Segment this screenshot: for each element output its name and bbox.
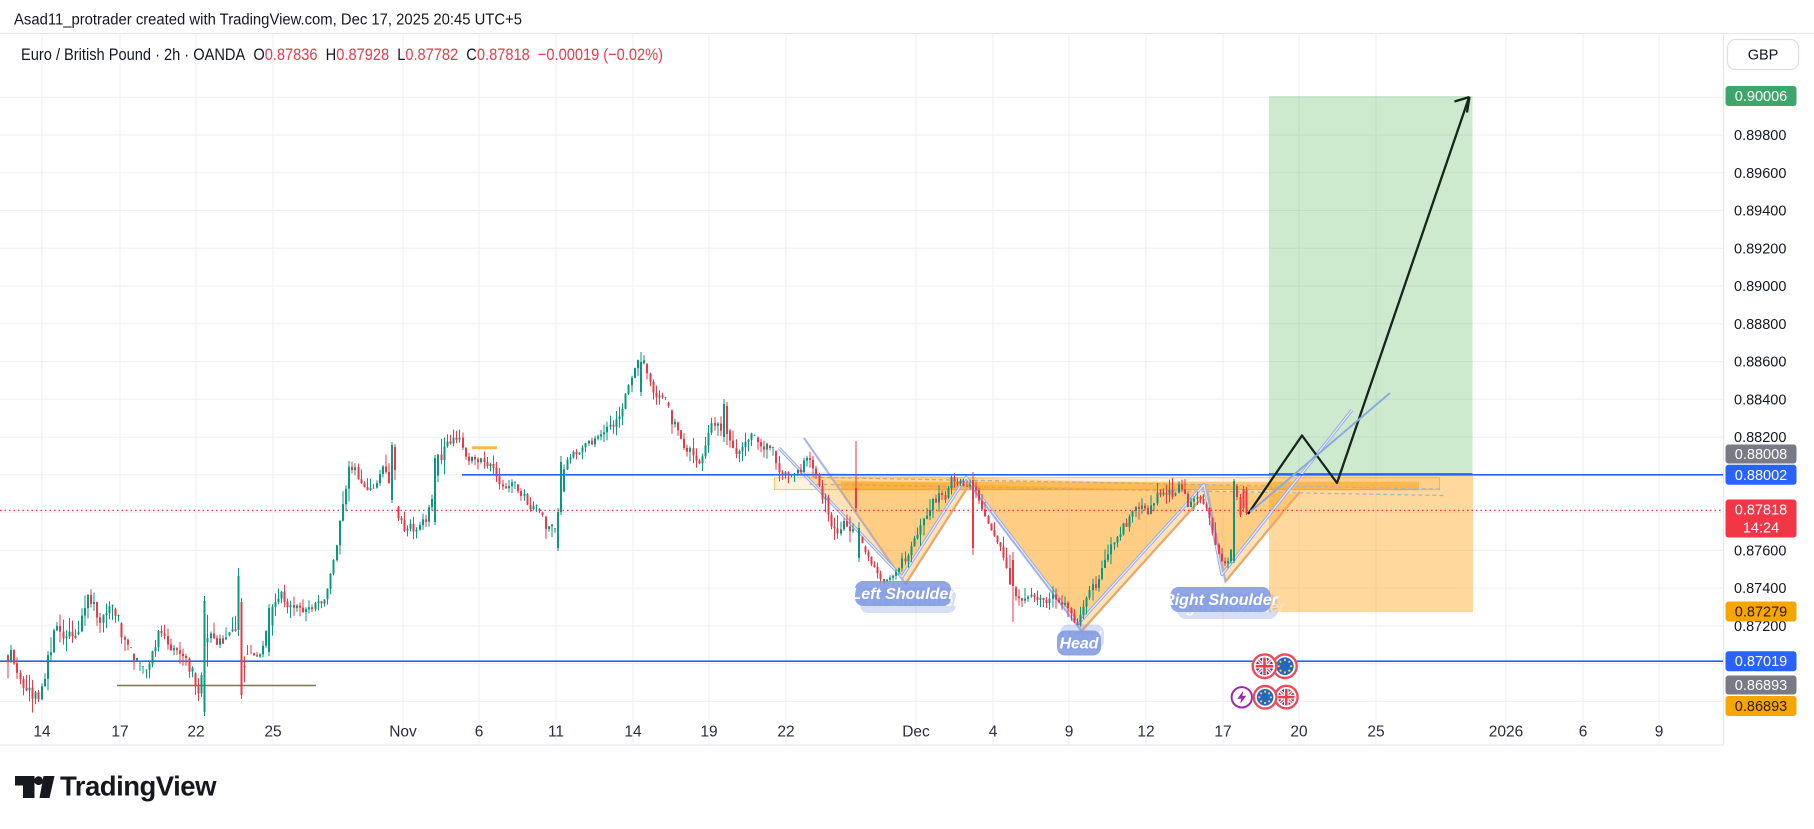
svg-text:Right Shoulder: Right Shoulder: [1163, 592, 1278, 609]
svg-text:0.87600: 0.87600: [1734, 543, 1786, 559]
svg-text:0.89000: 0.89000: [1734, 279, 1786, 295]
svg-text:20: 20: [1290, 724, 1308, 741]
svg-text:GBP: GBP: [1748, 48, 1779, 64]
svg-text:0.88400: 0.88400: [1734, 392, 1786, 408]
svg-text:0.89600: 0.89600: [1734, 166, 1786, 182]
svg-text:0.88200: 0.88200: [1734, 430, 1786, 446]
svg-text:17: 17: [1214, 724, 1231, 741]
svg-text:0.87400: 0.87400: [1734, 581, 1786, 597]
svg-text:2026: 2026: [1489, 724, 1523, 741]
svg-text:0.88002: 0.88002: [1735, 468, 1787, 484]
svg-text:0.89400: 0.89400: [1734, 204, 1786, 220]
svg-text:0.88600: 0.88600: [1734, 355, 1786, 371]
svg-text:14:24: 14:24: [1743, 521, 1779, 537]
svg-text:TradingView: TradingView: [60, 771, 217, 802]
svg-text:14: 14: [33, 724, 51, 741]
svg-text:0.87279: 0.87279: [1735, 605, 1787, 621]
svg-text:22: 22: [187, 724, 204, 741]
svg-text:25: 25: [1367, 724, 1384, 741]
svg-text:Euro / British Pound · 2h · OA: Euro / British Pound · 2h · OANDA O0.878…: [21, 45, 663, 64]
svg-text:Nov: Nov: [389, 724, 417, 741]
svg-text:6: 6: [475, 724, 484, 741]
svg-text:0.86893: 0.86893: [1735, 678, 1787, 694]
svg-text:0.87019: 0.87019: [1735, 654, 1787, 670]
svg-text:19: 19: [700, 724, 717, 741]
svg-text:11: 11: [548, 724, 564, 741]
svg-text:0.89800: 0.89800: [1734, 128, 1786, 144]
svg-text:0.88800: 0.88800: [1734, 317, 1786, 333]
svg-text:9: 9: [1655, 724, 1664, 741]
svg-text:Asad11_protrader created with: Asad11_protrader created with TradingVie…: [14, 12, 522, 29]
svg-text:0.89200: 0.89200: [1734, 241, 1786, 257]
svg-text:0.86893: 0.86893: [1735, 699, 1787, 715]
svg-text:14: 14: [624, 724, 642, 741]
svg-text:6: 6: [1579, 724, 1588, 741]
svg-text:4: 4: [989, 724, 998, 741]
svg-text:Left Shoulder: Left Shoulder: [851, 586, 955, 603]
svg-text:0.90006: 0.90006: [1735, 89, 1787, 105]
svg-text:12: 12: [1137, 724, 1154, 741]
svg-text:9: 9: [1065, 724, 1074, 741]
svg-text:0.87818: 0.87818: [1735, 503, 1787, 519]
svg-text:Head: Head: [1059, 636, 1099, 653]
svg-text:Dec: Dec: [902, 724, 930, 741]
svg-text:17: 17: [111, 724, 128, 741]
svg-text:22: 22: [777, 724, 794, 741]
svg-text:0.88008: 0.88008: [1735, 447, 1787, 463]
svg-text:25: 25: [264, 724, 281, 741]
